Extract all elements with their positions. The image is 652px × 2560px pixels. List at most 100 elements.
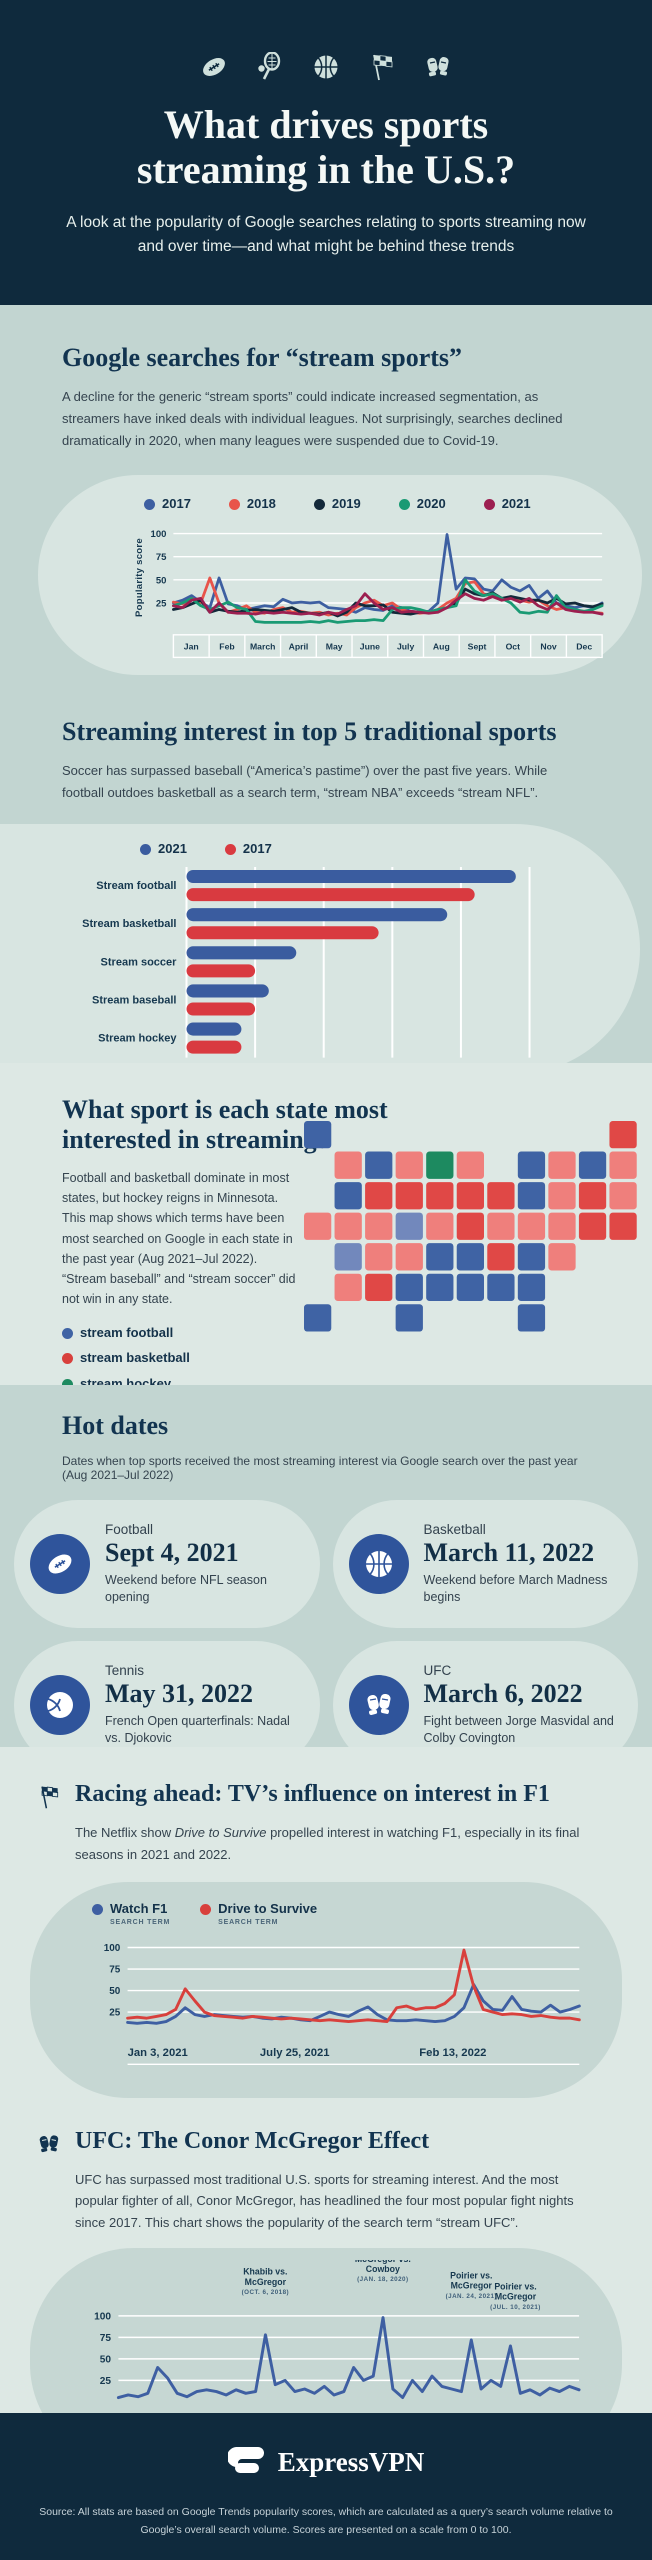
ufc-chart-card: 25 50 75 100 Khabib vs. McGregor (OCT. 6, 2018… bbox=[30, 2248, 622, 2413]
hot-date-desc: Weekend before NFL season opening bbox=[105, 1573, 267, 1604]
hot-date-value: May 31, 2022 bbox=[105, 1679, 254, 1709]
state-tile-VA bbox=[517, 1212, 546, 1240]
hot-date-sport: Basketball bbox=[423, 1522, 486, 1538]
section-f1-ufc: Racing ahead: TV’s influence on interest… bbox=[0, 1747, 652, 2413]
state-tile-KS bbox=[395, 1243, 423, 1271]
legend-item: Watch F1 SEARCH TERM bbox=[92, 1901, 170, 1926]
section-stream-sports: Google searches for “stream sports” A de… bbox=[0, 305, 652, 1063]
svg-text:(JAN. 24, 2021): (JAN. 24, 2021) bbox=[446, 2293, 497, 2300]
state-tile-AL bbox=[487, 1273, 515, 1301]
state-tile-SC bbox=[517, 1243, 546, 1271]
state-tile-LA bbox=[426, 1273, 454, 1301]
state-tile-NM bbox=[365, 1273, 393, 1301]
f1-chart-card: Watch F1 SEARCH TERM Drive to Survive SEARC… bbox=[30, 1881, 622, 2098]
tennis-racket-icon bbox=[255, 51, 285, 87]
page-title: What drives sports streaming in the U.S.? bbox=[136, 102, 516, 192]
sport-icons-row bbox=[0, 0, 652, 87]
source-note: Source: All stats are based on Google Tr… bbox=[39, 2506, 613, 2536]
hot-date-desc: French Open quarterfinals: Nadal vs. Djo… bbox=[105, 1714, 290, 1745]
state-tile-CA bbox=[304, 1212, 332, 1240]
state-tile-NH bbox=[609, 1151, 637, 1179]
legend-item: 2020 bbox=[398, 497, 446, 512]
stream-sports-body: A decline for the generic “stream sports… bbox=[62, 389, 563, 448]
state-tile-VT bbox=[578, 1151, 607, 1179]
state-tile-ME bbox=[609, 1121, 637, 1149]
tennis-ball-icon bbox=[30, 1675, 90, 1735]
hot-date-card-football: Football Sept 4, 2021 Weekend before NFL… bbox=[14, 1500, 320, 1628]
svg-text:McGregor: McGregor bbox=[451, 2281, 493, 2291]
ufc-body: UFC has surpassed most traditional U.S. … bbox=[75, 2171, 574, 2231]
state-tile-FL bbox=[517, 1304, 546, 1332]
svg-text:50: 50 bbox=[156, 576, 167, 587]
basketball-icon bbox=[311, 52, 341, 87]
map-body: Football and basketball dominate in most… bbox=[62, 1170, 296, 1307]
svg-text:(JUL. 10, 2021): (JUL. 10, 2021) bbox=[490, 2304, 541, 2311]
svg-text:McGregor: McGregor bbox=[245, 2277, 287, 2287]
svg-text:50: 50 bbox=[100, 2355, 112, 2366]
hot-date-value: Sept 4, 2021 bbox=[105, 1538, 239, 1568]
svg-text:Stream baseball: Stream baseball bbox=[92, 995, 177, 1007]
state-tile-MD bbox=[548, 1212, 576, 1240]
svg-text:25: 25 bbox=[100, 2376, 112, 2387]
f1-legend: Watch F1 SEARCH TERM Drive to Survive SEARC… bbox=[92, 1901, 592, 1926]
hot-date-card-ufc: UFC March 6, 2022 Fight between Jorge Ma… bbox=[332, 1641, 638, 1747]
svg-text:McGregor vs.: McGregor vs. bbox=[355, 2260, 411, 2264]
legend-item: 2017 bbox=[144, 497, 191, 512]
map-legend: stream football stream basketball stream h… bbox=[62, 1325, 652, 1385]
state-tile-OH bbox=[517, 1182, 546, 1210]
hero-header: What drives sports streaming in the U.S.?… bbox=[0, 0, 652, 305]
hot-date-value: March 6, 2022 bbox=[423, 1679, 583, 1709]
state-tile-WI bbox=[456, 1151, 484, 1179]
state-tile-IN bbox=[487, 1182, 515, 1210]
hot-date-desc: Fight between Jorge Masvidal and Colby C… bbox=[423, 1714, 614, 1745]
svg-text:25: 25 bbox=[109, 2007, 121, 2018]
top5-body: Soccer has surpassed baseball (“America’… bbox=[62, 763, 548, 801]
state-tile-KY bbox=[456, 1212, 484, 1240]
legend-item: 2018 bbox=[228, 497, 276, 512]
legend-item: stream football bbox=[62, 1325, 652, 1341]
f1-heading-row: Racing ahead: TV’s influence on interest… bbox=[36, 1781, 652, 1816]
ufc-heading: UFC: The Conor McGregor Effect bbox=[75, 2127, 430, 2154]
svg-text:75: 75 bbox=[100, 2333, 112, 2344]
f1-heading: Racing ahead: TV’s influence on interest… bbox=[75, 1781, 550, 1807]
svg-text:Jan 3, 2021: Jan 3, 2021 bbox=[128, 2047, 188, 2059]
legend-item: 2021 bbox=[483, 497, 531, 512]
us-states-map bbox=[304, 1121, 640, 1335]
us-tile-map bbox=[304, 1121, 637, 1332]
state-tile-IA bbox=[426, 1182, 454, 1210]
svg-text:Khabib vs.: Khabib vs. bbox=[243, 2267, 287, 2277]
state-tile-MO bbox=[426, 1212, 454, 1240]
svg-text:June: June bbox=[360, 642, 380, 652]
football-icon bbox=[199, 52, 229, 87]
basketball-icon bbox=[348, 1534, 409, 1594]
state-tile-OR bbox=[334, 1182, 362, 1210]
state-tile-MI bbox=[517, 1151, 546, 1179]
state-tile-IL bbox=[456, 1182, 484, 1210]
state-tile-AK bbox=[304, 1121, 332, 1149]
svg-text:75: 75 bbox=[109, 1964, 121, 1975]
ufc-heading-row: UFC: The Conor McGregor Effect bbox=[36, 2128, 652, 2163]
svg-text:100: 100 bbox=[151, 529, 167, 540]
page-subtitle: A look at the popularity of Google searc… bbox=[66, 213, 586, 255]
svg-text:Oct: Oct bbox=[506, 642, 521, 652]
svg-text:50: 50 bbox=[109, 1986, 121, 1997]
state-tile-MT bbox=[365, 1151, 393, 1179]
brand-name: ExpressVPN bbox=[277, 2447, 425, 2477]
svg-text:100: 100 bbox=[94, 2312, 111, 2323]
state-tile-CT bbox=[578, 1212, 607, 1240]
boxing-gloves-icon bbox=[348, 1675, 409, 1735]
svg-text:Aug: Aug bbox=[433, 642, 450, 652]
top5-legend: 2021 2017 bbox=[140, 841, 606, 857]
section-state-map: What sport is each state most interested… bbox=[0, 1063, 652, 1385]
hot-dates-heading: Hot dates bbox=[62, 1411, 169, 1440]
state-tile-WV bbox=[487, 1212, 515, 1240]
state-tile-MS bbox=[456, 1273, 484, 1301]
state-tile-NE bbox=[395, 1212, 423, 1240]
svg-text:McGregor: McGregor bbox=[495, 2292, 537, 2302]
state-tile-HI bbox=[304, 1304, 332, 1332]
svg-text:Stream hockey: Stream hockey bbox=[98, 1033, 177, 1045]
svg-text:Stream soccer: Stream soccer bbox=[101, 956, 178, 968]
svg-text:Poirier vs.: Poirier vs. bbox=[494, 2282, 536, 2292]
svg-text:Popularity score: Popularity score bbox=[134, 539, 145, 618]
